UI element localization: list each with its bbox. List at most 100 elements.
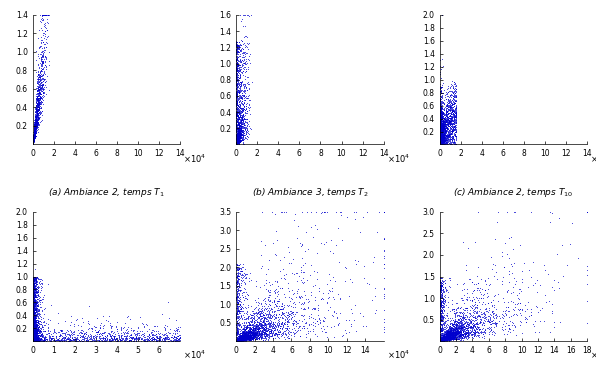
Point <box>436 308 446 314</box>
Point <box>232 86 241 92</box>
Point <box>30 127 40 133</box>
Point <box>33 106 43 112</box>
Point <box>436 132 445 138</box>
Point <box>30 126 40 132</box>
Point <box>28 333 38 339</box>
Point <box>37 83 46 89</box>
Point <box>255 318 265 324</box>
Point <box>235 336 244 342</box>
Point <box>231 141 241 147</box>
Point <box>437 327 447 333</box>
Point <box>232 141 241 147</box>
Point <box>437 332 446 338</box>
Point <box>31 113 41 119</box>
Point <box>449 336 458 342</box>
Point <box>231 141 241 147</box>
Point <box>436 140 445 146</box>
Point <box>442 102 452 108</box>
Point <box>28 140 38 146</box>
Point <box>38 72 48 78</box>
Point <box>41 62 50 68</box>
Point <box>436 139 446 145</box>
Point <box>29 128 39 134</box>
Point <box>33 337 43 343</box>
Point <box>238 328 248 334</box>
Point <box>448 317 458 323</box>
Point <box>436 137 445 143</box>
Point <box>234 337 243 343</box>
Point <box>440 335 449 341</box>
Point <box>436 109 446 115</box>
Point <box>233 139 243 145</box>
Point <box>439 136 448 142</box>
Point <box>41 336 51 342</box>
Point <box>231 115 241 121</box>
Point <box>29 300 38 306</box>
Point <box>34 326 44 332</box>
Point <box>457 324 467 330</box>
Point <box>240 90 250 96</box>
Point <box>234 136 243 142</box>
Point <box>437 324 446 330</box>
Point <box>435 141 445 147</box>
Point <box>436 140 446 146</box>
Point <box>232 88 242 94</box>
Point <box>435 141 445 147</box>
Point <box>63 336 73 342</box>
Point <box>467 334 476 340</box>
Point <box>30 285 40 291</box>
Point <box>232 137 242 143</box>
Point <box>236 337 246 343</box>
Point <box>435 141 445 147</box>
Point <box>233 137 243 143</box>
Point <box>455 328 464 334</box>
Point <box>31 330 41 336</box>
Point <box>435 107 445 113</box>
Point <box>238 329 248 335</box>
Point <box>522 320 531 326</box>
Point <box>452 114 461 120</box>
Point <box>436 337 446 343</box>
Point <box>113 337 122 343</box>
Point <box>232 135 242 141</box>
Point <box>273 324 283 330</box>
Point <box>238 111 248 117</box>
Point <box>32 117 41 123</box>
Point <box>104 338 113 344</box>
Point <box>233 338 243 344</box>
Point <box>28 141 38 147</box>
Point <box>445 118 455 124</box>
Point <box>162 330 171 336</box>
Point <box>439 308 449 314</box>
Point <box>450 133 460 139</box>
Point <box>440 129 450 135</box>
Point <box>233 335 243 341</box>
Point <box>68 331 77 337</box>
Point <box>28 323 38 329</box>
Point <box>235 89 244 95</box>
Point <box>30 130 39 136</box>
Point <box>29 322 38 328</box>
Point <box>234 49 244 55</box>
Point <box>233 338 243 344</box>
Point <box>29 302 38 308</box>
Point <box>231 133 241 139</box>
Point <box>243 336 253 342</box>
Point <box>435 125 445 131</box>
Point <box>442 329 452 335</box>
Point <box>474 334 484 340</box>
Point <box>30 130 40 136</box>
Point <box>234 136 243 142</box>
Point <box>461 331 470 337</box>
Point <box>232 141 241 147</box>
Point <box>436 140 445 146</box>
Point <box>462 325 472 331</box>
Point <box>435 116 445 122</box>
Point <box>36 43 46 49</box>
Point <box>232 139 242 145</box>
Point <box>436 119 445 125</box>
Point <box>435 124 445 130</box>
Point <box>436 129 445 135</box>
Point <box>236 274 246 280</box>
Point <box>435 295 445 301</box>
